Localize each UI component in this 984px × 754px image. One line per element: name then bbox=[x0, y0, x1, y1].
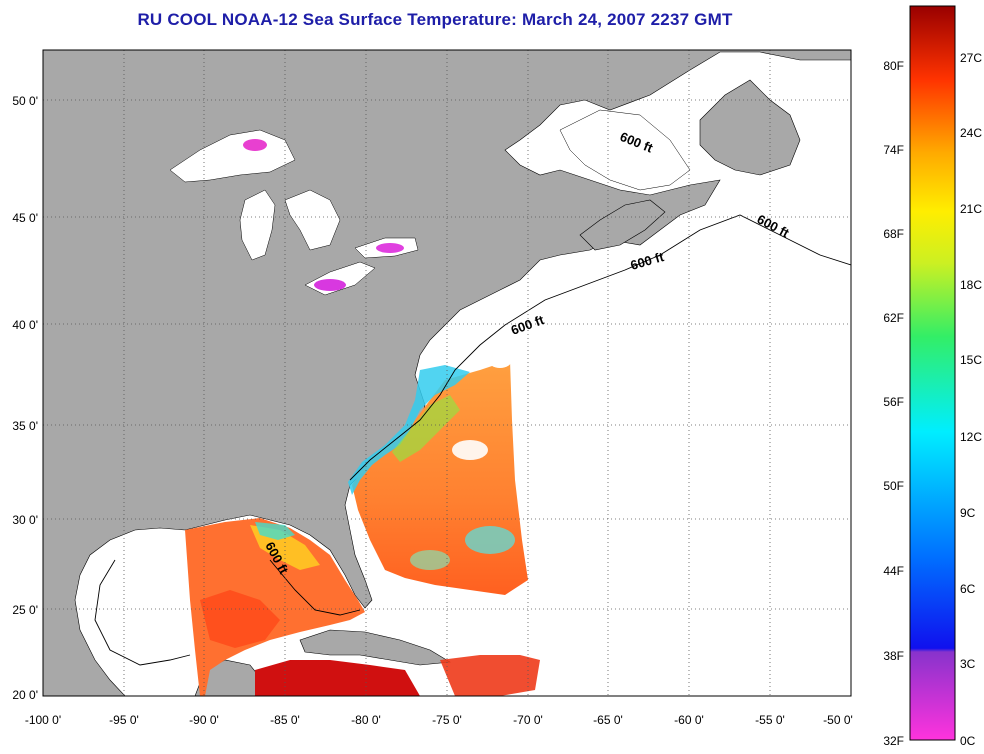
newfoundland-land bbox=[699, 79, 801, 176]
colorbar-f-label: 68F bbox=[883, 227, 904, 241]
gulf-warm-core bbox=[200, 590, 280, 648]
lon-label: -85 0' bbox=[270, 713, 300, 727]
colorbar-c-label: 24C bbox=[960, 126, 982, 140]
lat-label: 40 0' bbox=[12, 318, 38, 332]
colorbar-f-label: 62F bbox=[883, 311, 904, 325]
colorbar-c-label: 9C bbox=[960, 506, 976, 520]
lake-michigan bbox=[239, 189, 276, 261]
lon-label: -80 0' bbox=[351, 713, 381, 727]
colorbar-c-label: 0C bbox=[960, 734, 976, 748]
colorbar-celsius-labels: 27C 24C 21C 18C 15C 12C 9C 6C 3C 0C bbox=[960, 51, 982, 748]
cloud-patch bbox=[373, 592, 417, 608]
lake-superior-sst bbox=[243, 139, 267, 151]
lat-label: 30 0' bbox=[12, 513, 38, 527]
lat-label: 50 0' bbox=[12, 94, 38, 108]
lat-label: 35 0' bbox=[12, 419, 38, 433]
lon-label: -100 0' bbox=[25, 713, 61, 727]
colorbar-c-label: 3C bbox=[960, 657, 976, 671]
gulf-of-mexico-sst bbox=[185, 518, 365, 696]
lat-label: 20 0' bbox=[12, 688, 38, 702]
caribbean-sst bbox=[255, 660, 420, 696]
colorbar-c-label: 27C bbox=[960, 51, 982, 65]
colorbar-c-label: 12C bbox=[960, 430, 982, 444]
lon-label: -70 0' bbox=[513, 713, 543, 727]
colorbar-c-label: 18C bbox=[960, 278, 982, 292]
colorbar-c-label: 21C bbox=[960, 202, 982, 216]
lon-label: -60 0' bbox=[674, 713, 704, 727]
colorbar-f-label: 74F bbox=[883, 143, 904, 157]
isobath-600ft-west-gulf bbox=[94, 559, 191, 666]
lon-label: -55 0' bbox=[755, 713, 785, 727]
lat-lon-grid bbox=[43, 50, 851, 696]
lat-label: 45 0' bbox=[12, 211, 38, 225]
map-title: RU COOL NOAA-12 Sea Surface Temperature:… bbox=[137, 10, 733, 29]
lon-label: -90 0' bbox=[189, 713, 219, 727]
lon-label: -75 0' bbox=[432, 713, 462, 727]
colorbar-f-label: 38F bbox=[883, 649, 904, 663]
temperature-colorbar bbox=[909, 5, 956, 741]
colorbar-f-label: 32F bbox=[883, 734, 904, 748]
cloud-patch bbox=[488, 352, 512, 368]
lake-huron bbox=[284, 189, 341, 251]
lake-ontario-sst bbox=[376, 243, 404, 253]
colorbar-c-label: 6C bbox=[960, 582, 976, 596]
colorbar-fahrenheit-labels: 80F 74F 68F 62F 56F 50F 44F 38F 32F bbox=[883, 59, 904, 748]
lon-label: -65 0' bbox=[593, 713, 623, 727]
cuba-land bbox=[299, 629, 451, 666]
colorbar-f-label: 80F bbox=[883, 59, 904, 73]
caribbean-east-sst bbox=[440, 655, 540, 696]
longitude-labels: -100 0' -95 0' -90 0' -85 0' -80 0' -75 … bbox=[25, 713, 853, 727]
plot-frame bbox=[42, 49, 852, 697]
mid-shelf-green bbox=[392, 395, 460, 462]
colorbar-f-label: 56F bbox=[883, 395, 904, 409]
nearshore-cool-band bbox=[348, 365, 470, 495]
latitude-labels: 50 0' 45 0' 40 0' 35 0' 30 0' 25 0' 20 0… bbox=[12, 94, 38, 702]
colorbar-c-label: 15C bbox=[960, 353, 982, 367]
lon-label: -95 0' bbox=[109, 713, 139, 727]
isobath-600ft-contour bbox=[269, 214, 851, 616]
colorbar-f-label: 44F bbox=[883, 564, 904, 578]
lake-erie-sst bbox=[314, 279, 346, 291]
offshore-cool-patch bbox=[465, 526, 515, 554]
gulf-st-lawrence bbox=[559, 109, 691, 191]
cloud-patch bbox=[452, 440, 488, 460]
lon-label: -50 0' bbox=[823, 713, 853, 727]
lat-label: 25 0' bbox=[12, 603, 38, 617]
colorbar-f-label: 50F bbox=[883, 479, 904, 493]
bahamas-patch bbox=[410, 550, 450, 570]
